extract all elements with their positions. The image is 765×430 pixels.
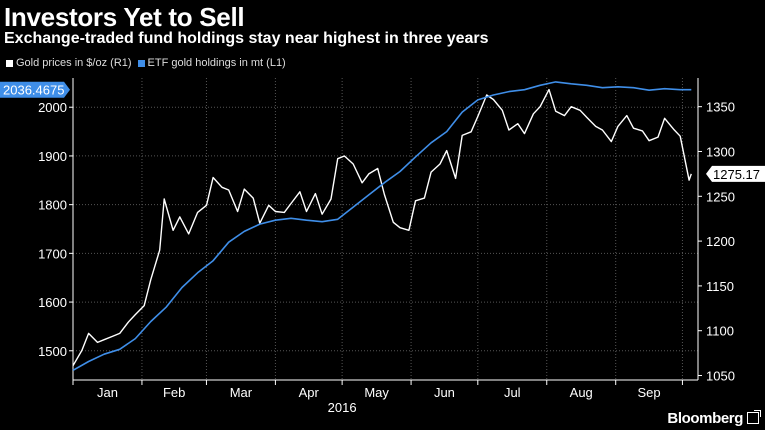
- callout-etf-bg: [0, 81, 70, 98]
- x-axis-label: 2016: [328, 400, 357, 415]
- x-tick-label: Apr: [299, 385, 320, 400]
- chart-series: [72, 81, 692, 371]
- x-tick-label: Aug: [570, 385, 593, 400]
- chart-subtitle: Exchange-traded fund holdings stay near …: [4, 30, 489, 47]
- chart-callouts: 2036.4675 1275.17: [0, 81, 765, 182]
- series-line-etf: [72, 81, 692, 371]
- legend-item-gold: Gold prices in $/oz (R1): [6, 57, 132, 69]
- chart-axes: Jan Feb Mar Apr May Jun Jul Aug Sep 2016 1500 1600 1…: [38, 78, 735, 415]
- x-tick-label: Jun: [434, 385, 455, 400]
- chart-grid: [73, 78, 698, 380]
- callout-gold-bg: [706, 165, 765, 182]
- legend-item-etf: ETF gold holdings in mt (L1): [137, 57, 286, 69]
- y-left-tick-label: 1600: [38, 295, 67, 310]
- y-right-tick-label: 1200: [706, 234, 735, 249]
- legend-swatch-etf: [137, 59, 145, 67]
- x-tick-label: Feb: [163, 385, 185, 400]
- chart-legend: Gold prices in $/oz (R1) ETF gold holdin…: [6, 57, 286, 69]
- y-left-tick-label: 2000: [38, 100, 67, 115]
- y-right-tick-label: 1050: [706, 369, 735, 384]
- series-line-gold: [72, 88, 692, 367]
- legend-label-etf: ETF gold holdings in mt (L1): [147, 57, 286, 69]
- x-tick-label: May: [364, 385, 389, 400]
- legend-swatch-gold: [6, 59, 13, 67]
- y-left-tick-label: 1800: [38, 198, 67, 213]
- callout-gold-text: 1275.17: [713, 167, 760, 182]
- y-left-tick-label: 1700: [38, 246, 67, 261]
- x-tick-label: Jan: [97, 385, 118, 400]
- x-tick-label: Sep: [637, 385, 660, 400]
- bloomberg-logo-icon: [747, 410, 761, 424]
- y-left-tick-label: 1900: [38, 149, 67, 164]
- y-right-tick-label: 1350: [706, 100, 735, 115]
- bloomberg-logo: Bloomberg: [667, 410, 743, 427]
- y-right-tick-label: 1250: [706, 189, 735, 204]
- chart-title: Investors Yet to Sell: [4, 2, 245, 32]
- callout-gold-last: 1275.17: [706, 165, 765, 182]
- callout-etf-text: 2036.4675: [3, 83, 64, 98]
- x-tick-label: Mar: [230, 385, 253, 400]
- x-tick-label: Jul: [504, 385, 521, 400]
- y-right-tick-label: 1300: [706, 144, 735, 159]
- y-right-tick-label: 1150: [706, 279, 734, 294]
- legend-label-gold: Gold prices in $/oz (R1): [16, 57, 132, 69]
- y-right-tick-label: 1100: [706, 324, 734, 339]
- callout-etf-last: 2036.4675: [0, 81, 70, 98]
- y-left-tick-label: 1500: [38, 344, 67, 359]
